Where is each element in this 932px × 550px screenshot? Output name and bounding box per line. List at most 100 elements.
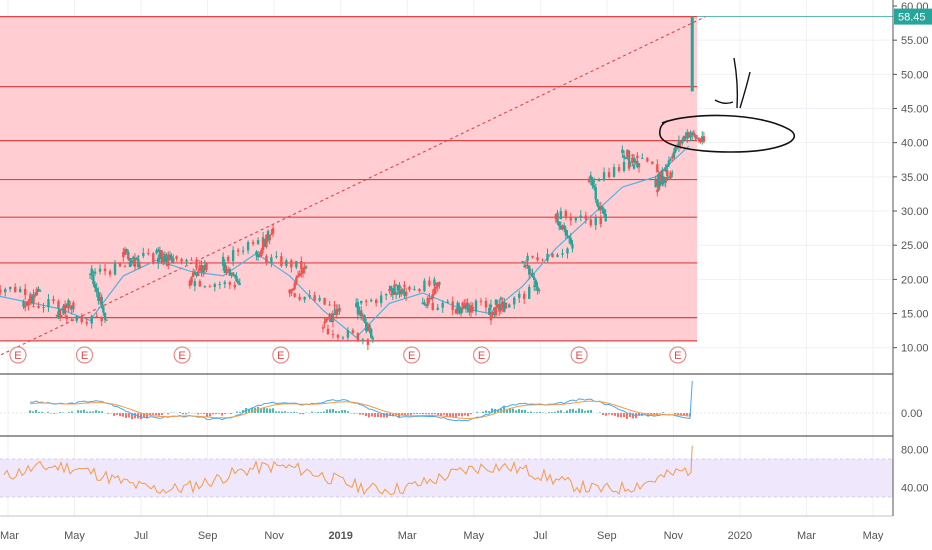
- horizontal-levels[interactable]: [0, 15, 893, 342]
- annotation-arrow-mark[interactable]: [739, 71, 751, 109]
- trendline-dashed[interactable]: [0, 16, 706, 360]
- candle-body: [592, 185, 596, 188]
- earnings-marker[interactable]: E: [75, 346, 94, 364]
- macd-histogram-bar: [62, 412, 64, 413]
- candle-body: [193, 272, 197, 275]
- candle-body: [401, 289, 404, 293]
- candle-body: [686, 132, 689, 139]
- macd-histogram-bar: [242, 410, 244, 413]
- candle-body: [597, 179, 601, 182]
- macd-histogram-bar: [218, 413, 220, 414]
- earnings-marker[interactable]: E: [570, 346, 588, 364]
- candle-body: [418, 289, 421, 292]
- annotation-ellipse[interactable]: [659, 114, 796, 153]
- candle-body: [498, 310, 501, 312]
- macd-histogram-bar: [167, 413, 169, 415]
- candle-body: [203, 265, 207, 270]
- candle-body: [246, 242, 250, 251]
- macd-histogram-bar: [461, 413, 463, 417]
- trendline[interactable]: [0, 16, 706, 360]
- price-tick-label: 50.00: [901, 69, 929, 81]
- candle-body: [30, 296, 34, 304]
- candle-body: [569, 216, 573, 221]
- earnings-circle[interactable]: [570, 346, 588, 364]
- candle-body: [97, 292, 100, 301]
- candle-body: [236, 281, 240, 284]
- earnings-marker[interactable]: E: [272, 346, 290, 364]
- candle-body: [388, 288, 391, 291]
- annotation-arrow-mark[interactable]: [733, 57, 739, 109]
- macd-histogram-bar: [32, 411, 34, 413]
- earnings-marker[interactable]: E: [9, 346, 27, 364]
- price-tick-label: 15.00: [901, 309, 929, 321]
- candle-body: [423, 302, 426, 305]
- candle-body: [587, 180, 591, 182]
- macd-histogram-bar: [617, 413, 619, 418]
- candle-body: [657, 173, 661, 187]
- candle-body: [454, 309, 458, 314]
- candle-body: [364, 322, 368, 332]
- macd-histogram-bar: [365, 413, 367, 417]
- candle-body: [529, 272, 533, 275]
- annotation-arrow-mark[interactable]: [714, 99, 734, 105]
- macd-histogram-bar: [506, 409, 508, 413]
- candle-body: [133, 257, 137, 262]
- candle-body: [226, 268, 230, 270]
- macd-histogram-bar: [449, 413, 451, 418]
- candle-body: [100, 296, 103, 307]
- earnings-circle[interactable]: [9, 346, 27, 364]
- candle-body: [270, 257, 273, 263]
- candle-body: [338, 308, 341, 312]
- candle-body: [662, 179, 666, 183]
- hand-drawn-annotations[interactable]: [659, 57, 796, 153]
- candle-body: [627, 150, 631, 162]
- candle-body: [221, 256, 225, 266]
- macd-histogram-bar: [260, 408, 262, 413]
- candle-body: [659, 173, 662, 181]
- candle-body: [123, 266, 127, 268]
- macd-histogram-bar: [464, 413, 466, 416]
- candle-body: [564, 229, 568, 236]
- macd-histogram-bar: [605, 413, 607, 416]
- earnings-circle[interactable]: [669, 346, 687, 364]
- macd-histogram-bar: [563, 412, 565, 413]
- earnings-marker[interactable]: E: [472, 346, 491, 364]
- earnings-circle[interactable]: [472, 346, 491, 364]
- candle-body: [300, 273, 303, 275]
- earnings-circle[interactable]: [272, 346, 290, 364]
- earnings-circle[interactable]: [173, 346, 191, 364]
- candle-body: [679, 140, 682, 144]
- earnings-marker[interactable]: E: [403, 346, 421, 364]
- candle-body: [67, 300, 70, 307]
- candle-body: [589, 219, 592, 226]
- macd-histogram-bar: [113, 413, 115, 416]
- candle-body: [152, 253, 155, 264]
- candle-body: [436, 282, 439, 287]
- time-tick-label: Jul: [533, 530, 547, 542]
- macd-histogram-bar: [221, 413, 223, 416]
- candle-body: [624, 157, 627, 159]
- macd-histogram-bar: [383, 413, 385, 418]
- macd-histogram-bar: [335, 410, 337, 413]
- macd-histogram-bar: [446, 413, 448, 417]
- candle-body: [113, 263, 117, 275]
- macd-histogram-bar: [251, 407, 253, 413]
- candle-body: [574, 218, 577, 221]
- macd-histogram-bar: [80, 410, 82, 413]
- candle-body: [228, 268, 231, 276]
- macd-histogram-bar: [683, 413, 685, 417]
- macd-histogram-bar: [587, 410, 589, 413]
- candle-body: [98, 268, 102, 272]
- earnings-marker[interactable]: E: [173, 346, 191, 364]
- macd-histogram-bar: [347, 411, 349, 413]
- earnings-circle[interactable]: [75, 346, 94, 364]
- macd-histogram-bar: [500, 408, 502, 413]
- candle-body: [546, 253, 549, 261]
- macd-histogram-bar: [359, 413, 361, 415]
- earnings-marker[interactable]: E: [669, 346, 687, 364]
- candle-body: [93, 271, 97, 274]
- earnings-circle[interactable]: [403, 346, 421, 364]
